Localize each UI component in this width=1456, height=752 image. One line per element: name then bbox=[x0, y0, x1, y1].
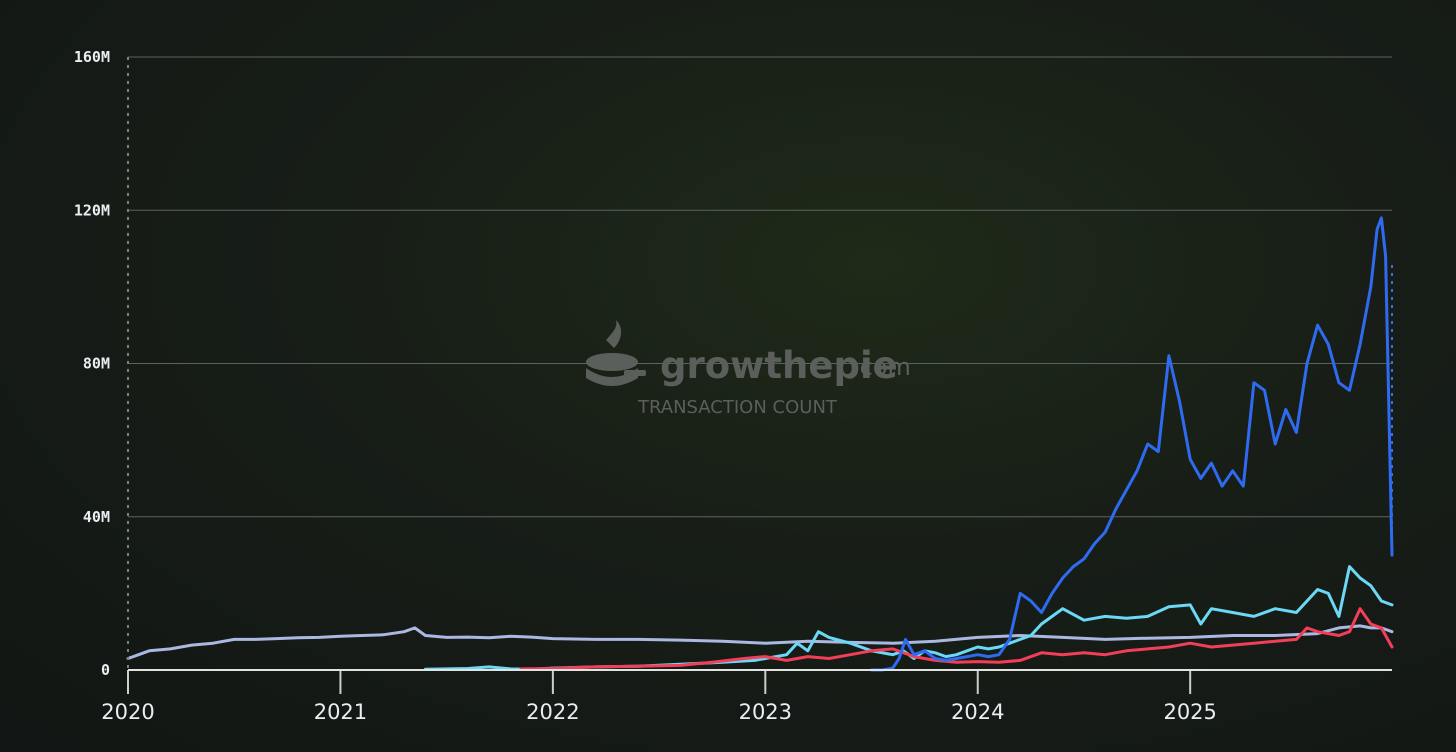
watermark-subtitle: TRANSACTION COUNT bbox=[637, 397, 838, 418]
series-cyan bbox=[423, 565, 1394, 671]
x-tick-label: 2020 bbox=[101, 700, 154, 724]
x-tick-label: 2025 bbox=[1163, 700, 1216, 724]
y-axis: 0 40M 80M 120M 160M bbox=[74, 48, 110, 679]
x-tick-label: 2022 bbox=[526, 700, 579, 724]
series-group bbox=[126, 216, 1394, 672]
y-tick-label: 120M bbox=[74, 201, 110, 219]
axis-lines bbox=[127, 57, 1393, 671]
watermark: growthepie .com TRANSACTION COUNT bbox=[586, 320, 911, 418]
watermark-suffix: .com bbox=[852, 353, 911, 381]
watermark-brand: growthepie bbox=[660, 344, 898, 387]
series-lavender bbox=[126, 624, 1394, 660]
y-tick-label: 40M bbox=[83, 508, 110, 526]
growthepie-logo-icon bbox=[586, 320, 646, 386]
series-red bbox=[519, 607, 1394, 671]
x-tick-label: 2021 bbox=[314, 700, 367, 724]
series-blue bbox=[870, 216, 1394, 672]
x-axis: 2020 2021 2022 2023 2024 2025 bbox=[101, 670, 1217, 724]
y-tick-label: 80M bbox=[83, 355, 110, 373]
x-tick-label: 2024 bbox=[951, 700, 1004, 724]
x-tick-label: 2023 bbox=[739, 700, 792, 724]
y-tick-label: 160M bbox=[74, 48, 110, 66]
grid-lines bbox=[128, 56, 1392, 518]
y-tick-label: 0 bbox=[101, 661, 110, 679]
